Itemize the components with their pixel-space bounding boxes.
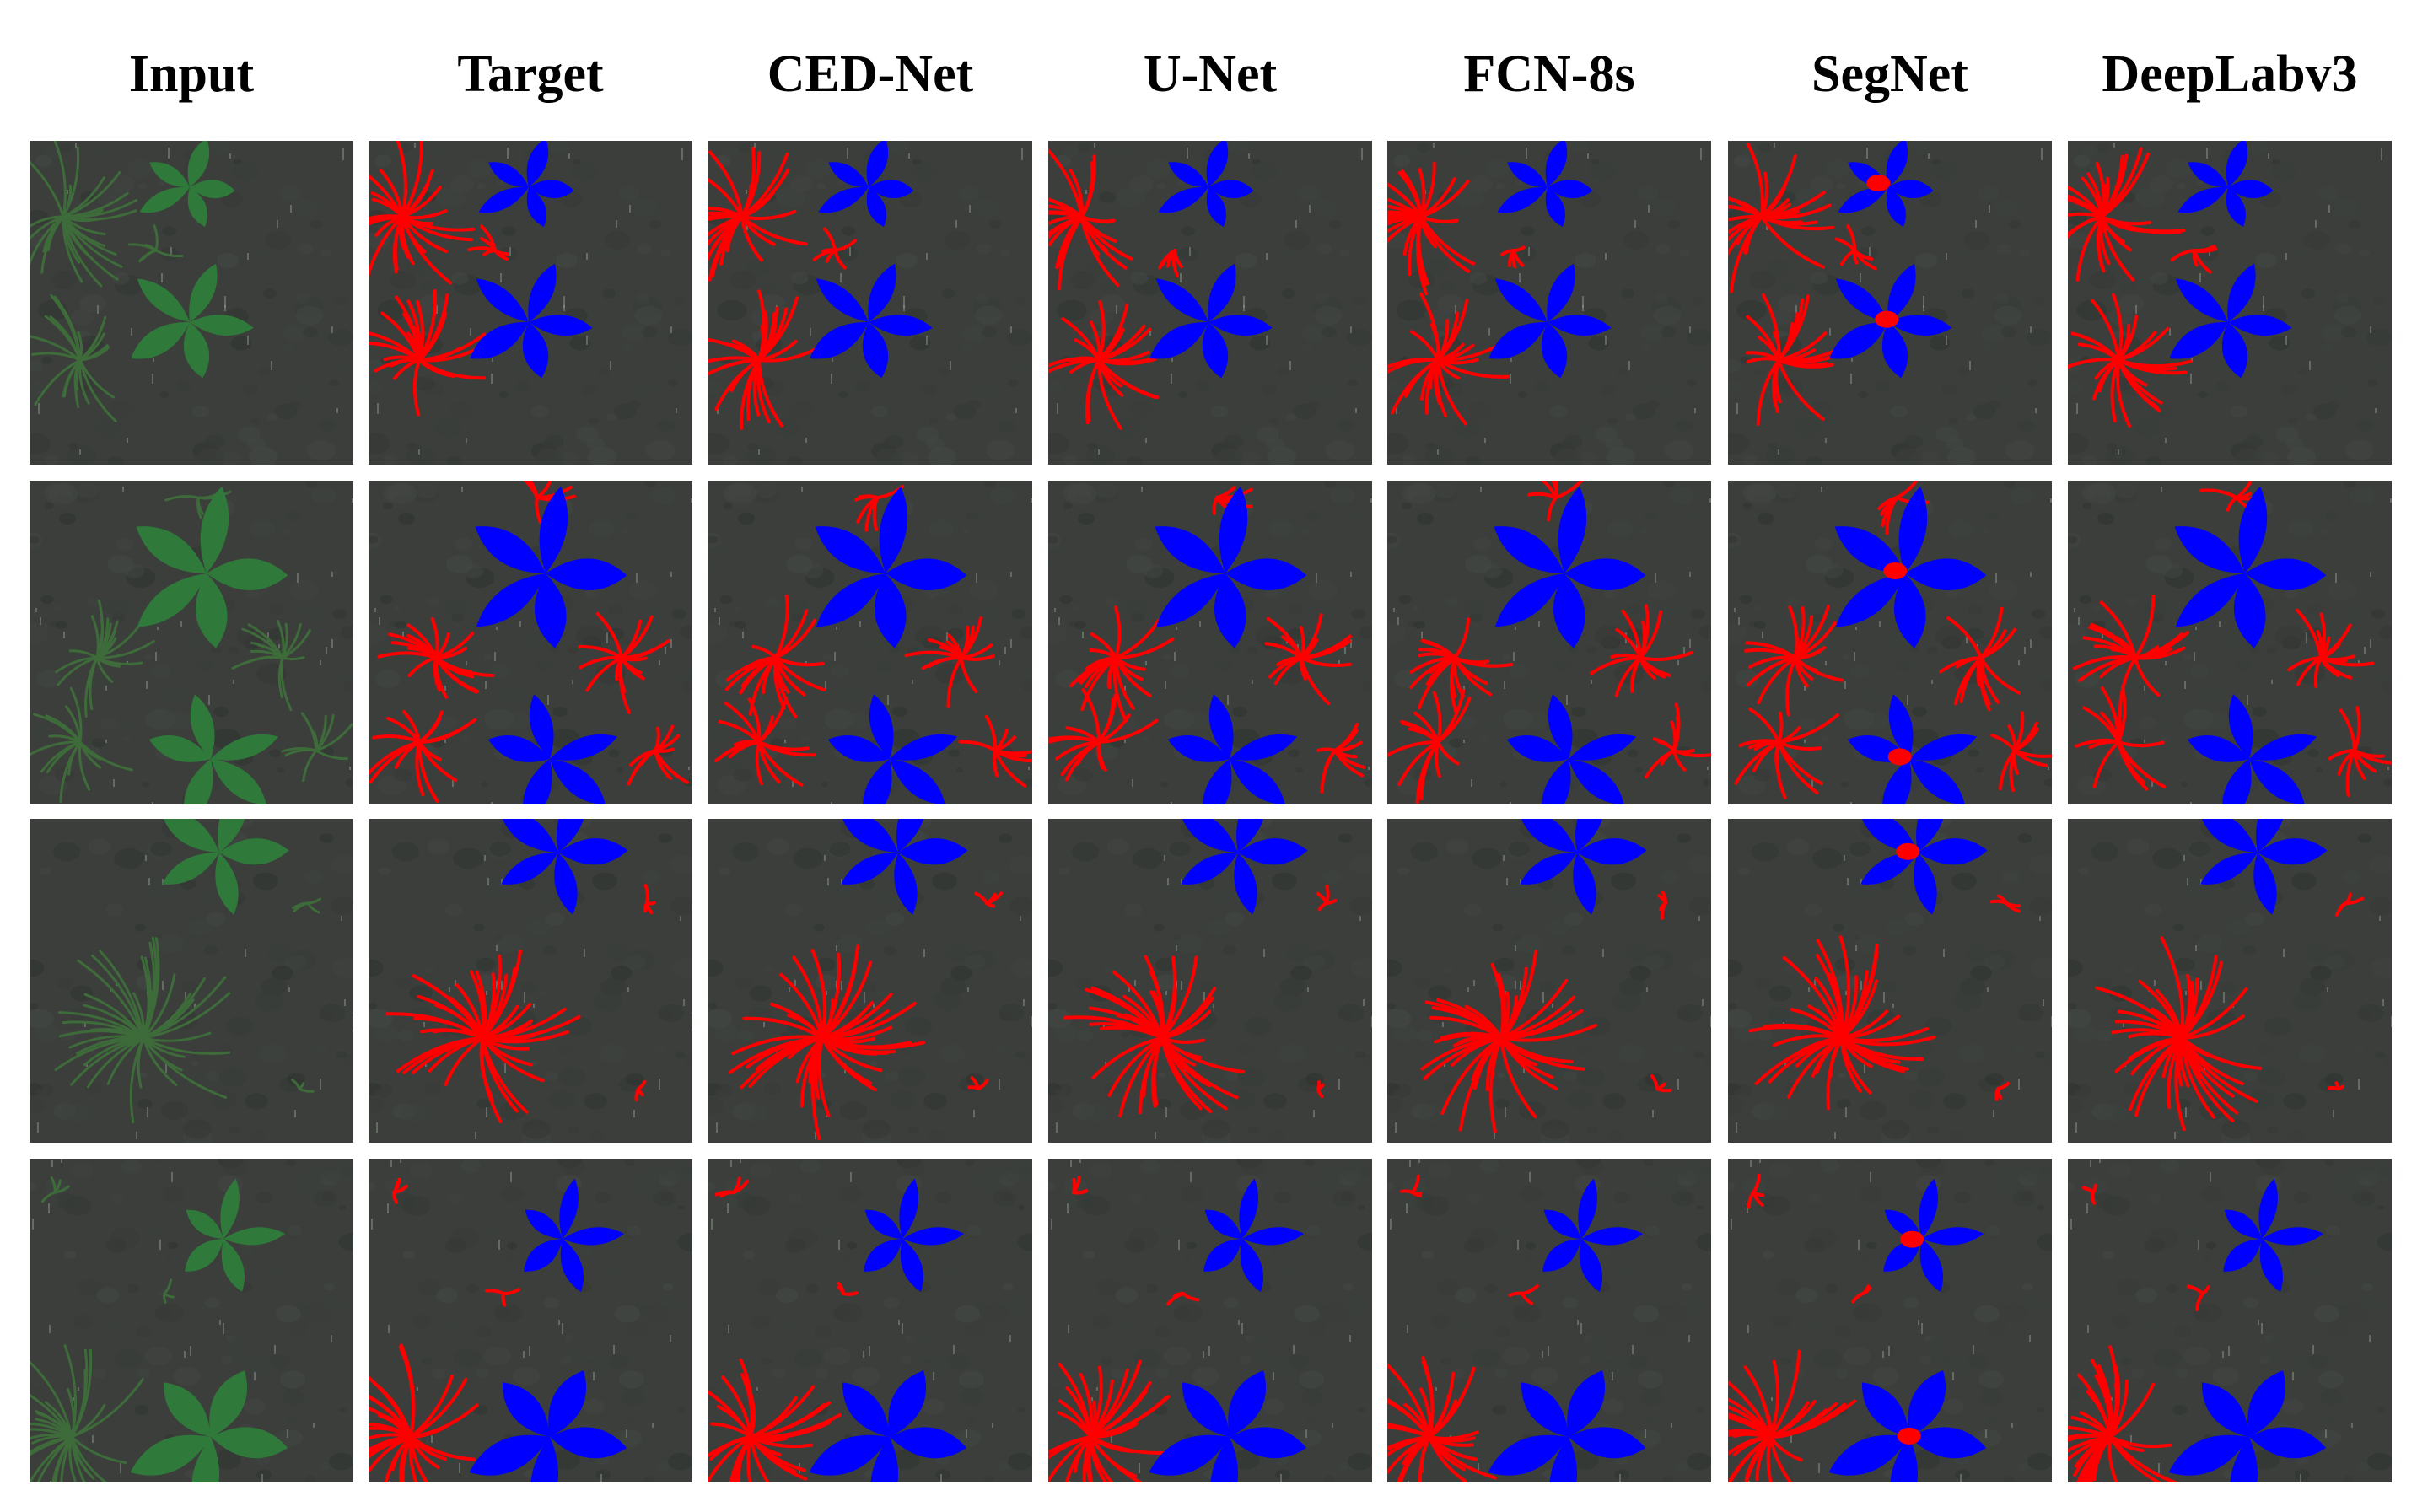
image-input-row-3 <box>30 819 353 1143</box>
image-deeplabv3-row-3 <box>2068 819 2392 1143</box>
image-input-row-1 <box>30 141 353 465</box>
image-deeplabv3-row-1 <box>2068 141 2392 465</box>
image-segnet-row-2 <box>1728 481 2052 804</box>
image-input-row-4 <box>30 1159 353 1482</box>
column-header-u-net: U-Net <box>1143 45 1278 103</box>
image-target-row-2 <box>369 481 692 804</box>
column-header-fcn-8s: FCN-8s <box>1463 45 1635 103</box>
image-target-row-3 <box>369 819 692 1143</box>
image-segnet-row-4 <box>1728 1159 2052 1482</box>
image-input-row-2 <box>30 481 353 804</box>
image-ced-net-row-1 <box>708 141 1032 465</box>
image-target-row-1 <box>369 141 692 465</box>
image-u-net-row-1 <box>1048 141 1372 465</box>
image-fcn-8s-row-2 <box>1387 481 1711 804</box>
column-header-input: Input <box>128 45 255 103</box>
column-header-ced-net: CED-Net <box>767 45 974 103</box>
column-header-segnet: SegNet <box>1811 45 1968 103</box>
image-ced-net-row-4 <box>708 1159 1032 1482</box>
image-fcn-8s-row-1 <box>1387 141 1711 465</box>
image-fcn-8s-row-4 <box>1387 1159 1711 1482</box>
image-segnet-row-1 <box>1728 141 2052 465</box>
image-u-net-row-3 <box>1048 819 1372 1143</box>
image-deeplabv3-row-2 <box>2068 481 2392 804</box>
image-target-row-4 <box>369 1159 692 1482</box>
image-ced-net-row-2 <box>708 481 1032 804</box>
image-u-net-row-4 <box>1048 1159 1372 1482</box>
column-header-target: Target <box>457 45 604 103</box>
column-header-deeplabv3: DeepLabv3 <box>2102 45 2358 103</box>
image-ced-net-row-3 <box>708 819 1032 1143</box>
image-u-net-row-2 <box>1048 481 1372 804</box>
image-fcn-8s-row-3 <box>1387 819 1711 1143</box>
image-segnet-row-3 <box>1728 819 2052 1143</box>
image-deeplabv3-row-4 <box>2068 1159 2392 1482</box>
